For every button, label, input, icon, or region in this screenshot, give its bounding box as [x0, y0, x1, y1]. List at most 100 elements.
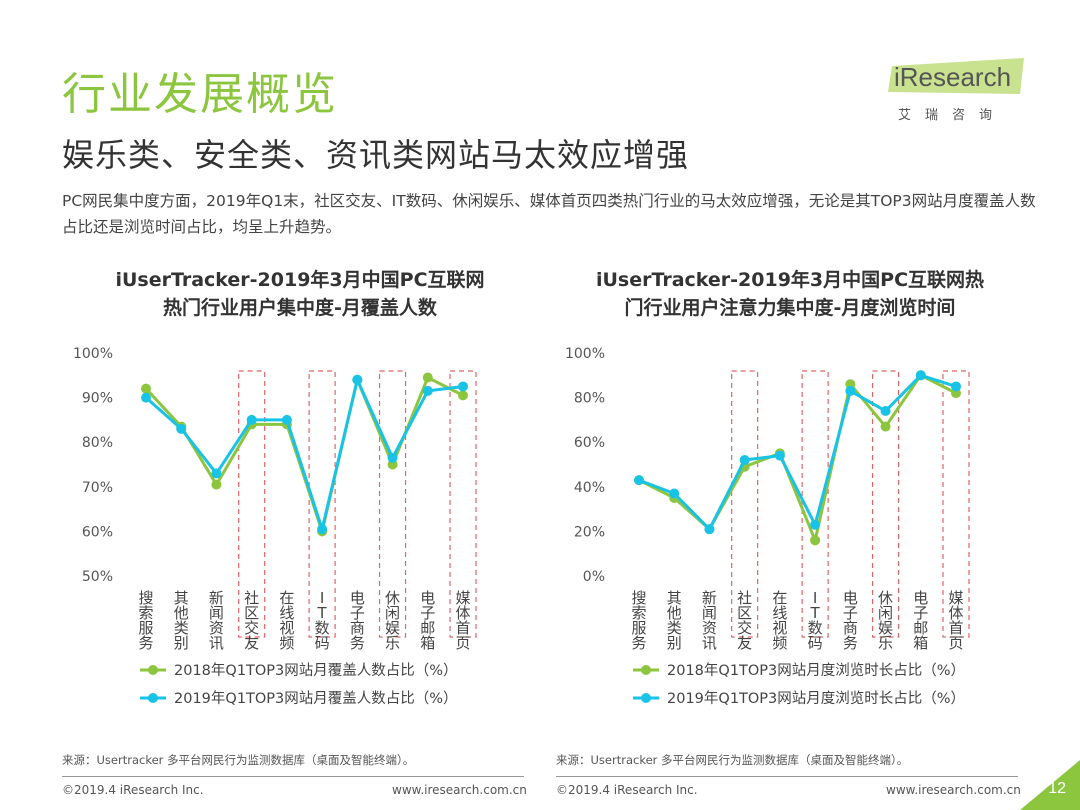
chart-1-source: 来源：Usertracker 多平台网民行为监测数据库（桌面及智能终端）。: [62, 753, 415, 767]
chart-2-title: iUserTracker-2019年3月中国PC互联网热 门行业用户注意力集中度…: [560, 266, 1020, 322]
chart-1-category-label: 社区交友: [244, 589, 259, 652]
chart-1-legend-marker: [148, 693, 158, 703]
chart-1-series-2-point: [387, 452, 398, 463]
page-number: 12: [1048, 780, 1066, 797]
chart-2-series-2-point: [704, 524, 715, 535]
page-subtitle: 娱乐类、安全类、资讯类网站马太效应增强: [62, 136, 690, 174]
chart-1-series-1-line: [144, 374, 464, 537]
chart-2-ytick-label: 80%: [574, 391, 605, 407]
chart-1-ytick-label: 100%: [73, 346, 113, 362]
chart-2-highlight-box: [871, 370, 900, 638]
chart-1-series-2-line: [145, 375, 464, 535]
footer-copyright-left: ©2019.4 iResearch Inc.: [62, 783, 204, 797]
chart-1-title-line1: iUserTracker-2019年3月中国PC互联网: [115, 269, 485, 291]
chart-2-category-label: 在线视频: [772, 589, 787, 652]
chart-1-ytick-label: 90%: [82, 391, 113, 407]
chart-2-category-label: 其他类别: [667, 589, 682, 652]
chart-2-ytick-label: 20%: [574, 524, 605, 540]
page-corner-badge: [1020, 760, 1080, 810]
chart-1-series-2-point: [211, 468, 222, 479]
page-title: 行业发展概览: [62, 69, 338, 120]
chart-2-series-1-point: [880, 421, 891, 432]
chart-1-title: iUserTracker-2019年3月中国PC互联网 热门行业用户集中度-月覆…: [70, 266, 530, 322]
chart-2-legend-marker: [641, 693, 651, 703]
chart-2-highlight-box: [731, 370, 759, 638]
chart-2-legend-label: 2019年Q1TOP3网站月度浏览时长占比（%）: [667, 690, 965, 707]
chart-1-series-2-point: [176, 423, 187, 434]
chart-1-category-label: 电子商务: [350, 589, 365, 652]
chart-2-source: 来源：Usertracker 多平台网民行为监测数据库（桌面及智能终端）。: [556, 753, 909, 767]
chart-2-ytick-label: 0%: [583, 569, 605, 585]
iresearch-logo: iResearch 艾瑞咨询: [888, 58, 1038, 128]
chart-2-category-label: 社区交友: [737, 589, 752, 652]
chart-2-highlight-box: [801, 370, 829, 638]
chart-1-ytick-label: 50%: [82, 569, 113, 585]
chart-2-series-2-point: [739, 455, 750, 466]
chart-2-series-2-point: [810, 519, 821, 530]
chart-1-legend-marker: [148, 665, 158, 675]
chart-1-series-2-point: [422, 385, 433, 396]
chart-1-series-2-point: [141, 392, 151, 403]
chart-2-category-label: 电子商务: [843, 589, 858, 652]
chart-2-series-2-point: [669, 488, 680, 499]
chart-2-series-2-point: [774, 450, 785, 461]
footer-url-left[interactable]: www.iresearch.com.cn: [392, 783, 527, 797]
chart-1-category-label: 电子邮箱: [420, 589, 435, 652]
chart-1-series-2-point: [281, 414, 292, 425]
chart-1-ytick-label: 70%: [82, 480, 113, 496]
chart-1-series-2-point: [352, 374, 363, 385]
chart-1-title-line2: 热门行业用户集中度-月覆盖人数: [163, 297, 437, 319]
chart-2-highlight-box: [942, 370, 970, 638]
chart-1-ytick-label: 60%: [82, 524, 113, 540]
chart-1-category-label: I T 数码: [315, 589, 330, 652]
chart-2-series-1-line: [638, 373, 957, 546]
chart-2-series-2-point: [880, 405, 891, 416]
chart-1-series-2-point: [317, 524, 328, 535]
chart-2-category-label: 电子邮箱: [913, 589, 928, 652]
chart-1-highlight-box: [378, 370, 407, 638]
footer-copyright-right: ©2019.4 iResearch Inc.: [556, 783, 698, 797]
chart-1-category-label: 搜索服务: [138, 589, 153, 652]
chart-1-series-1-point: [458, 390, 468, 401]
footer-url-right[interactable]: www.iresearch.com.cn: [886, 783, 1021, 797]
chart-2-category-label: 新闻资讯: [702, 589, 717, 652]
chart-1-series-1-point: [211, 479, 222, 490]
chart-1-highlight-box: [449, 370, 477, 638]
page-description: PC网民集中度方面，2019年Q1末，社区交友、IT数码、休闲娱乐、媒体首页四类…: [62, 192, 1036, 236]
chart-1-highlight-box: [308, 370, 336, 638]
chart-2-ytick-label: 100%: [565, 346, 605, 362]
chart-1-category-label: 新闻资讯: [209, 589, 224, 652]
chart-2-category-label: 休闲娱乐: [878, 589, 893, 652]
chart-2-ytick-label: 40%: [574, 480, 605, 496]
logo-badge-shape: [888, 58, 1024, 94]
chart-2-category-label: 媒体首页: [948, 589, 963, 652]
chart-1-category-label: 其他类别: [174, 589, 189, 652]
chart-1-category-label: 在线视频: [279, 589, 294, 652]
chart-1-highlight-box: [238, 370, 266, 638]
chart-2-legend-marker: [641, 665, 651, 675]
chart-2-series-2-point: [634, 475, 644, 486]
chart-2-series-2-point: [951, 381, 961, 392]
footer-divider-right: [556, 776, 1018, 777]
chart-2-series-2-point: [915, 370, 926, 381]
chart-2-title-line1: iUserTracker-2019年3月中国PC互联网热: [595, 269, 985, 291]
chart-2-category-label: I T 数码: [808, 589, 823, 652]
chart-2-series-1-point: [810, 535, 821, 546]
chart-2-title-line2: 门行业用户注意力集中度-月度浏览时间: [624, 297, 956, 319]
chart-2-ytick-label: 60%: [574, 435, 605, 451]
footer-divider-left: [62, 776, 524, 777]
chart-2-series-2-line: [638, 373, 957, 532]
logo-text: iResearch: [894, 62, 1012, 92]
chart-2-legend-label: 2018年Q1TOP3网站月度浏览时长占比（%）: [667, 662, 965, 679]
logo-subtext: 艾瑞咨询: [898, 108, 1007, 123]
chart-1-ytick-label: 80%: [82, 435, 113, 451]
chart-1-legend-label: 2019年Q1TOP3网站月覆盖人数占比（%）: [174, 690, 458, 707]
chart-1-legend-label: 2018年Q1TOP3网站月覆盖人数占比（%）: [174, 662, 458, 679]
chart-1-series-2-point: [246, 414, 257, 425]
chart-2-category-label: 搜索服务: [631, 589, 646, 652]
chart-1-series-1-point: [422, 372, 433, 383]
chart-2-series-2-point: [845, 385, 856, 396]
chart-1-series-1-point: [141, 383, 151, 394]
chart-1-category-label: 媒体首页: [455, 589, 470, 652]
